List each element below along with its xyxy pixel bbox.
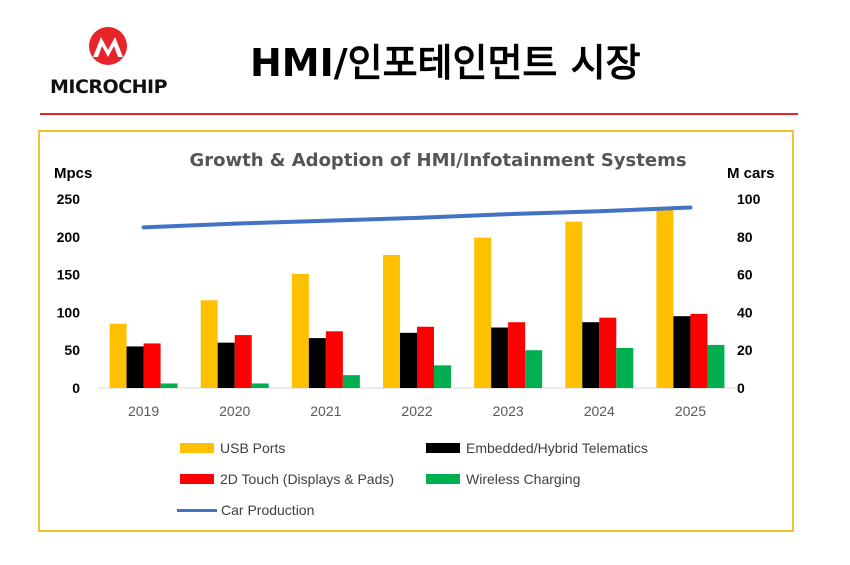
- bar-wireless-charging-2024: [616, 347, 634, 388]
- bar-embedded-hybrid-telematics-2019: [126, 346, 144, 388]
- legend-swatch-usb-ports: [180, 443, 214, 453]
- title-divider: [40, 113, 798, 115]
- legend-label: 2D Touch (Displays & Pads): [220, 471, 395, 487]
- legend-swatch-wireless-charging: [426, 474, 460, 484]
- legend-item-telematics: Embedded/Hybrid Telematics: [426, 440, 648, 456]
- x-tick-label: 2021: [310, 403, 341, 419]
- legend-line-car-production: [177, 508, 217, 512]
- chart-svg: 0 50 100 150 200 250 0 20 40 60 80 100 2019 2020 2021 2…: [57, 191, 761, 419]
- bar-embedded-hybrid-telematics-2022: [400, 332, 417, 388]
- chart-frame: 0 50 100 150 200 250 0 20 40 60 80 100 2019 2020 2021 2…: [38, 130, 794, 532]
- bar-wireless-charging-2019: [160, 383, 178, 388]
- x-tick-label: 2019: [128, 403, 159, 419]
- y-tick-label: 250: [57, 191, 81, 207]
- x-tick-label: 2025: [675, 403, 706, 419]
- line-car-production: [141, 205, 693, 230]
- legend-item-2d-touch: 2D Touch (Displays & Pads): [180, 471, 394, 487]
- bar-wireless-charging-2025: [707, 344, 725, 388]
- y-tick-label: 100: [57, 304, 81, 320]
- y2-tick-label: 20: [737, 342, 753, 358]
- y2-tick-label: 100: [737, 191, 761, 207]
- bar-usb-ports-2022: [383, 254, 400, 388]
- legend-swatch-telematics: [426, 443, 460, 453]
- bar-2d-touch-displays-pads--2025: [690, 313, 708, 388]
- bar-usb-ports-2020: [200, 300, 218, 388]
- legend-item-car-production: Car Production: [177, 502, 314, 518]
- bar-wireless-charging-2020: [251, 383, 269, 388]
- x-tick-label: 2020: [219, 403, 250, 419]
- y-tick-label: 200: [57, 229, 81, 245]
- y-tick-label: 0: [72, 380, 80, 396]
- y2-tick-label: 60: [737, 267, 753, 283]
- y2-axis-title: M cars: [727, 165, 775, 182]
- bar-wireless-charging-2023: [525, 350, 543, 388]
- legend: USB Ports Embedded/Hybrid Telematics 2D …: [177, 440, 740, 530]
- bar-usb-ports-2025: [656, 208, 674, 388]
- logo-text: MICROCHIP: [50, 76, 168, 98]
- bar-usb-ports-2021: [291, 273, 309, 388]
- bar-embedded-hybrid-telematics-2025: [673, 316, 691, 388]
- x-tick-label: 2024: [584, 403, 615, 419]
- y2-tick-label: 0: [737, 380, 745, 396]
- bar-2d-touch-displays-pads--2024: [599, 317, 617, 388]
- legend-swatch-2d-touch: [180, 474, 214, 484]
- legend-label: USB Ports: [220, 440, 286, 456]
- legend-item-usb-ports: USB Ports: [180, 440, 285, 456]
- microchip-logo-icon: [89, 27, 127, 65]
- bar-embedded-hybrid-telematics-2021: [308, 338, 326, 388]
- bar-2d-touch-displays-pads--2023: [508, 322, 526, 388]
- bar-2d-touch-displays-pads--2020: [234, 335, 252, 388]
- x-tick-label: 2022: [401, 403, 432, 419]
- bar-wireless-charging-2022: [434, 365, 451, 388]
- legend-label: Wireless Charging: [466, 471, 581, 487]
- page-title: HMI/인포테인먼트 시장: [250, 41, 641, 85]
- bar-embedded-hybrid-telematics-2020: [217, 342, 235, 388]
- bar-usb-ports-2023: [474, 237, 492, 388]
- legend-item-wireless-charging: Wireless Charging: [426, 471, 580, 487]
- legend-label: Embedded/Hybrid Telematics: [466, 440, 648, 456]
- y-tick-label: 50: [64, 342, 80, 358]
- bar-usb-ports-2019: [109, 323, 127, 388]
- y-axis-title: Mpcs: [54, 165, 93, 182]
- chart-title: Growth & Adoption of HMI/Infotainment Sy…: [189, 150, 687, 171]
- x-tick-label: 2023: [493, 403, 524, 419]
- bar-embedded-hybrid-telematics-2023: [491, 327, 509, 388]
- bar-2d-touch-displays-pads--2022: [417, 326, 434, 388]
- y2-tick-label: 40: [737, 304, 753, 320]
- y2-tick-label: 80: [737, 229, 753, 245]
- bar-2d-touch-displays-pads--2021: [325, 331, 343, 388]
- bar-wireless-charging-2021: [342, 375, 360, 388]
- legend-label: Car Production: [221, 502, 315, 518]
- bar-2d-touch-displays-pads--2019: [143, 343, 161, 388]
- microchip-logo: MICROCHIP: [46, 26, 176, 98]
- bar-usb-ports-2024: [565, 221, 583, 388]
- y-tick-label: 150: [57, 267, 81, 283]
- bar-embedded-hybrid-telematics-2024: [582, 322, 600, 388]
